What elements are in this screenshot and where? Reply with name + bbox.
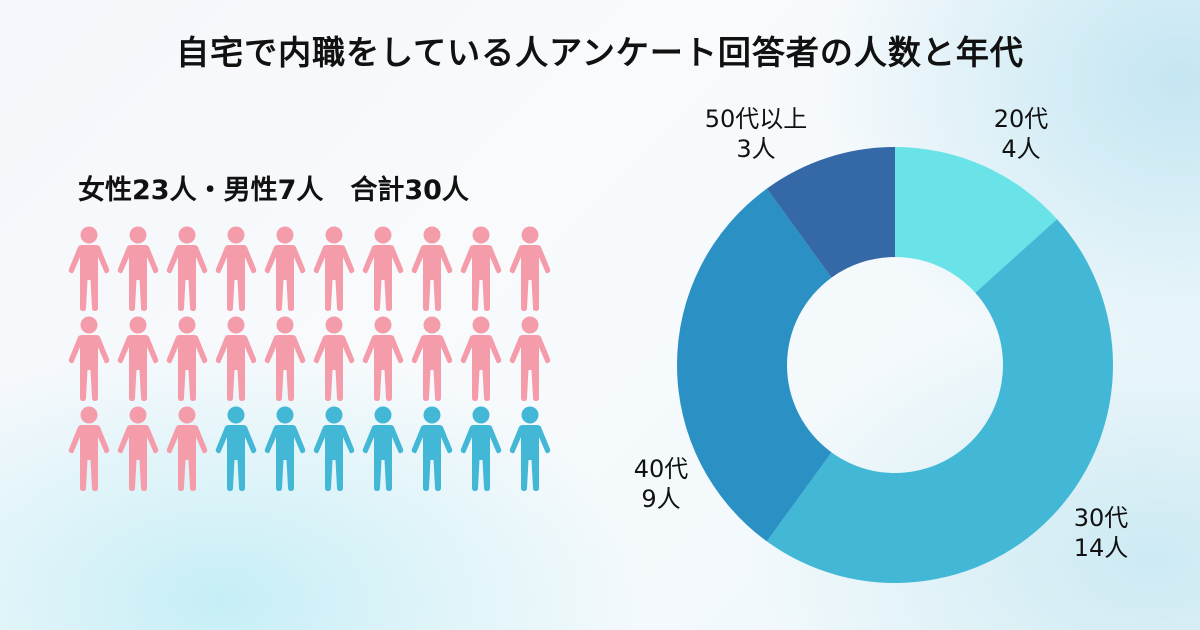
female-person-icon	[162, 224, 211, 314]
male-person-icon	[260, 404, 309, 494]
label-20s-category: 20代	[993, 105, 1049, 133]
female-person-icon	[505, 314, 554, 404]
female-person-icon	[456, 224, 505, 314]
page-title: 自宅で内職をしている人アンケート回答者の人数と年代	[176, 33, 1024, 72]
label-50s-plus: 50代以上 3人	[686, 104, 826, 164]
label-30s-category: 30代	[1073, 504, 1129, 532]
female-person-icon	[113, 224, 162, 314]
male-person-icon	[456, 404, 505, 494]
female-person-icon	[260, 314, 309, 404]
donut-segment-50代以上	[766, 147, 895, 278]
male-person-icon	[211, 404, 260, 494]
label-30s-value: 14人	[1073, 534, 1129, 562]
label-50s-plus-category: 50代以上	[704, 105, 808, 133]
male-person-icon	[505, 404, 554, 494]
female-person-icon	[64, 314, 113, 404]
person-pictogram-grid	[64, 224, 554, 494]
gender-summary: 女性23人・男性7人 合計30人	[78, 175, 469, 206]
label-20s: 20代 4人	[976, 104, 1066, 164]
female-person-icon	[162, 314, 211, 404]
female-person-icon	[358, 314, 407, 404]
female-person-icon	[309, 224, 358, 314]
male-person-icon	[407, 404, 456, 494]
label-40s: 40代 9人	[616, 454, 706, 514]
female-person-icon	[211, 224, 260, 314]
female-person-icon	[505, 224, 554, 314]
label-50s-plus-value: 3人	[736, 135, 776, 163]
female-person-icon	[113, 314, 162, 404]
female-person-icon	[64, 224, 113, 314]
female-person-icon	[211, 314, 260, 404]
female-person-icon	[309, 314, 358, 404]
female-person-icon	[456, 314, 505, 404]
label-30s: 30代 14人	[1056, 503, 1146, 563]
label-40s-category: 40代	[633, 455, 689, 483]
female-person-icon	[162, 404, 211, 494]
donut-segment-40代	[677, 188, 832, 542]
label-20s-value: 4人	[1001, 135, 1041, 163]
donut-segment-20代	[895, 147, 1058, 293]
female-person-icon	[64, 404, 113, 494]
female-person-icon	[358, 224, 407, 314]
female-person-icon	[407, 224, 456, 314]
female-person-icon	[260, 224, 309, 314]
label-40s-value: 9人	[641, 485, 681, 513]
donut-segment-30代	[766, 219, 1114, 584]
female-person-icon	[407, 314, 456, 404]
female-person-icon	[113, 404, 162, 494]
male-person-icon	[309, 404, 358, 494]
male-person-icon	[358, 404, 407, 494]
